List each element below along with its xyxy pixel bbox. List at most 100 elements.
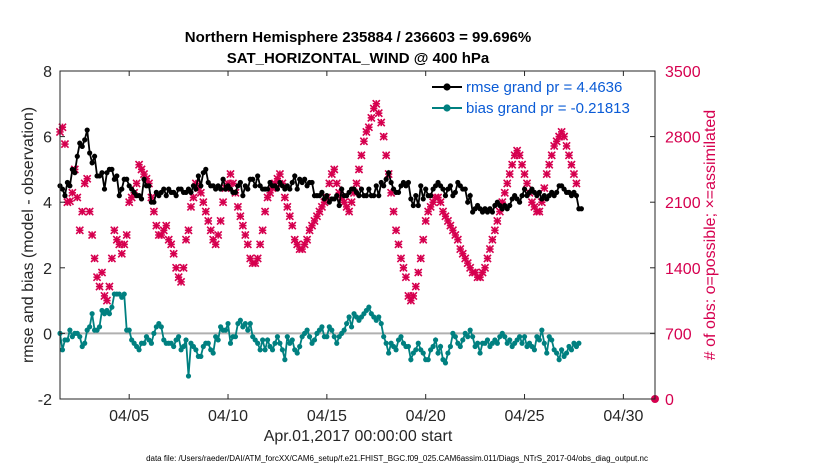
bias-point [257, 347, 263, 353]
bias-point [205, 340, 211, 346]
bias-point [447, 343, 454, 350]
obs-assimilated-point [490, 226, 500, 235]
bias-point [516, 334, 523, 340]
bias-point [304, 327, 310, 333]
obs-assimilated-point [162, 221, 171, 230]
obs-assimilated-point [181, 235, 191, 244]
obs-assimilated-point [564, 151, 574, 160]
bias-point [245, 327, 251, 333]
rmse-point [82, 137, 88, 143]
y-right-tick-label: 700 [665, 326, 692, 343]
bias-point [386, 350, 392, 356]
bias-point [442, 360, 449, 366]
bias-point [262, 347, 268, 353]
bias-point [465, 334, 471, 340]
bias-point [536, 337, 542, 343]
rmse-point [366, 186, 372, 192]
x-axis-ticks: 04/05 04/10 04/15 04/20 04/25 04/30 [109, 71, 643, 425]
bias-point [279, 347, 285, 353]
obs-assimilated-point [567, 160, 576, 169]
obs-assimilated-point [238, 221, 248, 230]
obs-assimilated-point [372, 99, 381, 108]
x-axis-label: Apr.01,2017 00:00:00 start [264, 428, 453, 445]
bias-point [274, 334, 281, 340]
bias-point [77, 334, 83, 340]
bias-point [306, 334, 313, 340]
rmse-point [89, 160, 95, 166]
obs-assimilated-point [176, 277, 186, 287]
obs-assimilated-point [520, 169, 529, 179]
obs-assimilated-point [255, 240, 265, 249]
rmse-point [408, 196, 414, 202]
bias-point [549, 337, 555, 343]
obs-assimilated-point [184, 226, 193, 235]
bias-point [393, 347, 399, 353]
rmse-point [79, 143, 85, 150]
bias-point [348, 324, 355, 330]
obs-assimilated-point [236, 212, 245, 221]
bias-point [87, 324, 93, 330]
bias-point [415, 340, 421, 346]
rmse-point [423, 186, 429, 192]
rmse-point [109, 166, 115, 172]
obs-assimilated-point [275, 169, 285, 179]
bias-point [576, 340, 582, 346]
bias-point [109, 304, 115, 310]
rmse-point [386, 170, 392, 176]
obs-assimilated-point [379, 132, 388, 141]
y-axis-ticks: -2 0 2 4 6 8 [38, 64, 65, 409]
obs-assimilated-point [149, 207, 159, 216]
obs-assimilated-point [396, 254, 406, 263]
obs-assimilated-point [352, 179, 361, 188]
rmse-point [413, 193, 419, 199]
bias-point [381, 334, 387, 340]
rmse-point [218, 186, 224, 192]
bias-point [151, 330, 157, 336]
bias-point [227, 340, 234, 346]
obs-assimilated-point [411, 282, 420, 291]
bias-point [272, 340, 278, 346]
rmse-point [101, 186, 108, 192]
obs-assimilated-point [253, 254, 262, 263]
legend-rmse-marker [443, 83, 451, 91]
obs-assimilated-point [347, 198, 356, 207]
obs-assimilated-point [87, 230, 97, 240]
rmse-point [405, 179, 412, 186]
rmse-point [99, 170, 105, 176]
x-tick-label: 04/10 [208, 408, 248, 425]
obs-assimilated-point [515, 151, 524, 160]
rmse-point [274, 186, 281, 192]
rmse-point [287, 186, 293, 192]
obs-series [55, 99, 659, 403]
rmse-point [188, 189, 194, 195]
plot-background [60, 71, 655, 399]
obs-assimilated-point [213, 230, 223, 240]
bias-point [366, 304, 372, 310]
rmse-point [309, 179, 315, 186]
bias-point [180, 343, 187, 350]
rmse-point [383, 176, 389, 182]
bias-point [470, 334, 476, 340]
bias-point [420, 350, 426, 356]
bias-point [260, 337, 266, 343]
bias-point [64, 337, 71, 343]
rmse-point [415, 202, 421, 209]
rmse-point [339, 186, 345, 192]
chart-title: Northern Hemisphere 235884 / 236603 = 99… [185, 29, 531, 46]
bias-series [57, 291, 582, 379]
rmse-point [410, 202, 416, 209]
rmse-point [465, 199, 471, 205]
bias-point [148, 340, 155, 346]
rmse-point [72, 170, 78, 176]
x-tick-label: 04/05 [109, 408, 149, 425]
rmse-point [138, 196, 145, 202]
rmse-point [237, 179, 243, 186]
bias-point [502, 334, 508, 340]
rmse-point [467, 193, 473, 199]
bias-point [185, 373, 192, 379]
obs-assimilated-point [167, 240, 176, 249]
bias-point [432, 337, 439, 343]
bias-point [341, 327, 347, 333]
bias-point [176, 334, 182, 340]
bias-point [96, 324, 103, 330]
